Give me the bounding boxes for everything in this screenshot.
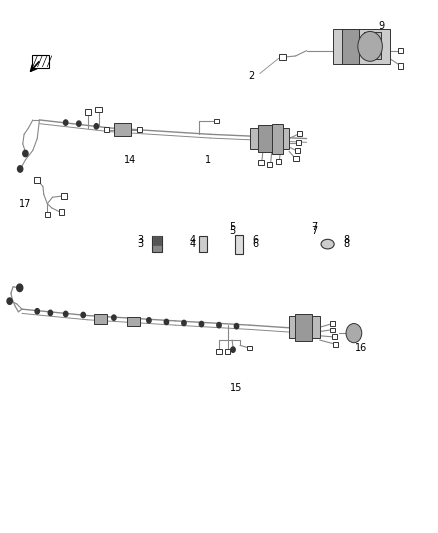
- Bar: [297, 131, 302, 136]
- Text: 9: 9: [378, 21, 384, 30]
- Bar: [137, 127, 142, 132]
- Text: 14: 14: [124, 155, 137, 165]
- Bar: [32, 55, 49, 68]
- Circle shape: [346, 324, 362, 343]
- Text: 6: 6: [252, 239, 258, 248]
- Bar: [289, 316, 320, 338]
- Text: 8: 8: [343, 239, 349, 248]
- Bar: [342, 29, 359, 64]
- Text: 16: 16: [355, 343, 367, 352]
- Text: 17: 17: [19, 199, 32, 208]
- Circle shape: [7, 298, 12, 304]
- Circle shape: [35, 309, 39, 314]
- Text: 4: 4: [190, 239, 196, 248]
- Text: 5: 5: [229, 226, 235, 236]
- Bar: [153, 236, 161, 245]
- Text: 5: 5: [229, 222, 235, 231]
- Bar: [152, 236, 162, 252]
- Bar: [258, 160, 264, 165]
- Circle shape: [182, 320, 186, 326]
- Bar: [333, 343, 338, 348]
- Text: 6: 6: [252, 235, 258, 245]
- Bar: [199, 236, 207, 252]
- Bar: [95, 107, 102, 112]
- Bar: [295, 314, 312, 341]
- Bar: [104, 127, 109, 132]
- Text: 1: 1: [205, 155, 211, 165]
- Circle shape: [48, 310, 53, 316]
- Circle shape: [231, 347, 235, 352]
- Text: 4: 4: [190, 235, 196, 245]
- Circle shape: [64, 311, 68, 317]
- Bar: [114, 123, 131, 136]
- Text: 7: 7: [311, 222, 317, 231]
- Bar: [258, 125, 278, 152]
- Bar: [216, 349, 222, 354]
- Bar: [235, 235, 243, 254]
- Bar: [332, 335, 337, 340]
- Bar: [45, 212, 50, 217]
- Ellipse shape: [321, 239, 334, 249]
- Circle shape: [147, 318, 151, 323]
- Bar: [225, 349, 230, 354]
- Circle shape: [112, 315, 116, 320]
- Circle shape: [234, 324, 239, 329]
- Bar: [247, 346, 252, 351]
- Circle shape: [17, 284, 23, 292]
- Text: 15: 15: [230, 383, 243, 393]
- Bar: [398, 48, 403, 53]
- Bar: [398, 63, 403, 69]
- Circle shape: [94, 124, 99, 129]
- Bar: [267, 162, 272, 166]
- Circle shape: [77, 121, 81, 126]
- Bar: [293, 156, 299, 161]
- Bar: [94, 314, 107, 324]
- Circle shape: [358, 31, 382, 61]
- Bar: [279, 54, 286, 60]
- Bar: [276, 159, 281, 164]
- Bar: [85, 109, 91, 115]
- Text: 3: 3: [137, 239, 143, 248]
- Text: 3: 3: [137, 235, 143, 245]
- Circle shape: [64, 120, 68, 125]
- Bar: [61, 193, 67, 199]
- Circle shape: [199, 321, 204, 327]
- Bar: [295, 148, 300, 152]
- Bar: [333, 29, 390, 64]
- Text: 7: 7: [311, 226, 317, 236]
- Bar: [34, 176, 39, 182]
- Bar: [364, 32, 381, 59]
- Text: 2: 2: [249, 71, 255, 80]
- Circle shape: [217, 322, 221, 328]
- Bar: [214, 118, 219, 123]
- Circle shape: [23, 150, 28, 157]
- Bar: [330, 321, 335, 326]
- Bar: [59, 209, 64, 215]
- Circle shape: [18, 166, 23, 172]
- Bar: [250, 128, 289, 149]
- Bar: [127, 317, 140, 326]
- Text: 8: 8: [343, 235, 349, 245]
- Circle shape: [81, 312, 85, 318]
- Bar: [272, 124, 283, 154]
- Bar: [330, 327, 335, 333]
- Circle shape: [164, 319, 169, 325]
- Bar: [296, 140, 301, 145]
